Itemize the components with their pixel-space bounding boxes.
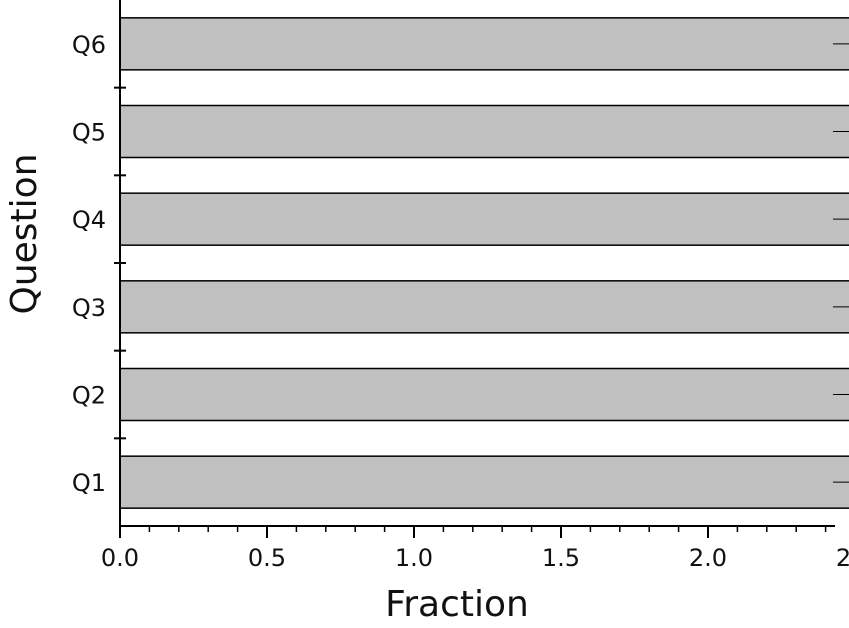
y-tick-label-q2: Q2 bbox=[72, 382, 106, 410]
y-tick-label-q4: Q4 bbox=[72, 206, 106, 234]
x-tick-label: 1.0 bbox=[395, 544, 433, 572]
y-tick-label-q3: Q3 bbox=[72, 294, 106, 322]
x-tick-label: 1.5 bbox=[542, 544, 580, 572]
y-tick-label-q6: Q6 bbox=[72, 31, 106, 59]
y-ticks-group: Q1 Q2 Q3 Q4 Q5 Q6 bbox=[72, 31, 126, 497]
x-ticks-group: 0.00.51.01.52.02.53.03.54.04.5 bbox=[101, 526, 849, 572]
bar-q4 bbox=[119, 192, 849, 246]
axes-group bbox=[119, 0, 835, 527]
x-tick-label: 0.0 bbox=[101, 544, 139, 572]
bar-q5 bbox=[119, 104, 849, 159]
y-tick-label-q1: Q1 bbox=[72, 469, 106, 497]
x-tick-label: 0.5 bbox=[248, 544, 286, 572]
bar-q3 bbox=[119, 280, 849, 334]
y-tick-label-q5: Q5 bbox=[72, 119, 106, 147]
y-axis-title: Question bbox=[4, 153, 45, 314]
x-axis-title: Fraction bbox=[385, 584, 529, 625]
x-tick-label: 2.0 bbox=[689, 544, 727, 572]
bar-q6 bbox=[119, 17, 849, 71]
x-tick-label: 2.5 bbox=[836, 544, 849, 572]
bar-q1 bbox=[119, 455, 849, 509]
bars-group bbox=[119, 17, 849, 509]
bar-q2 bbox=[119, 367, 849, 422]
